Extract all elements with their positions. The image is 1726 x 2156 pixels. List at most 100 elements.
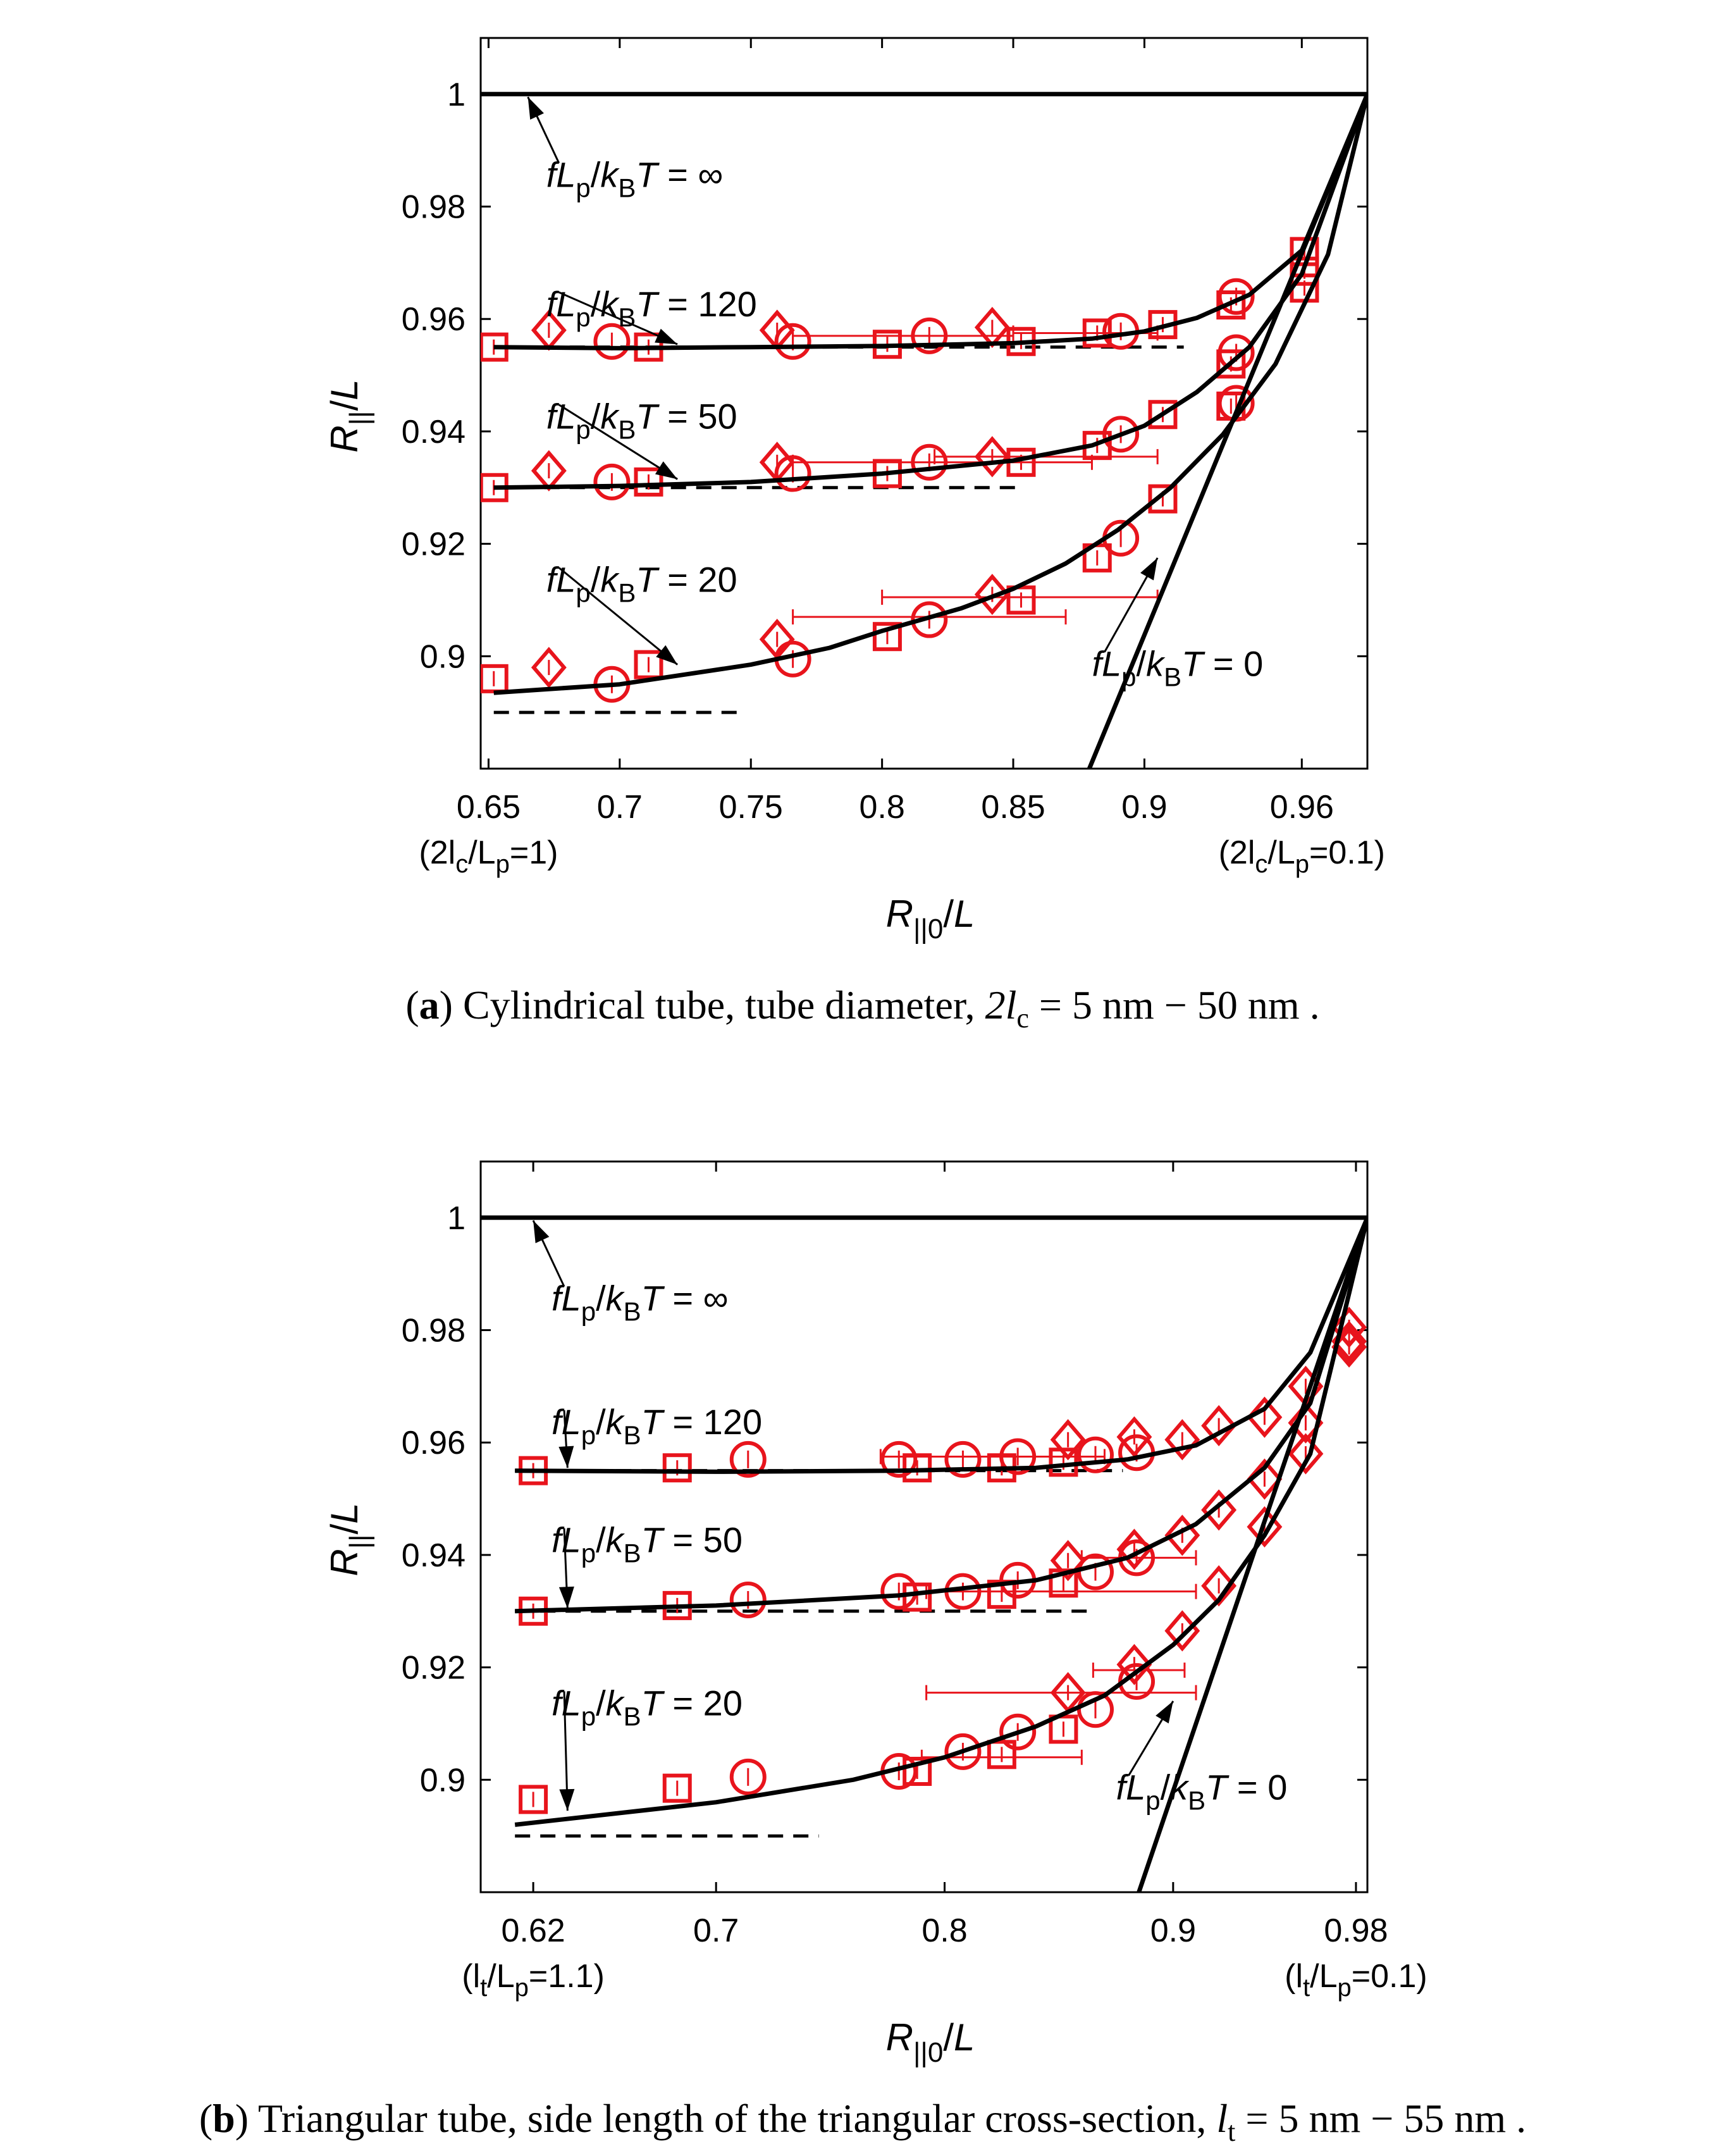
y-tick-label: 1 xyxy=(447,1200,465,1237)
diamond-marker xyxy=(1116,1644,1152,1685)
x-tick-label: 0.96 xyxy=(1270,789,1334,826)
text-span: t xyxy=(480,1974,487,2002)
circle-marker xyxy=(911,317,948,354)
x-tick-label: 0.7 xyxy=(693,1912,739,1949)
model-curve xyxy=(493,93,1367,695)
model-curve xyxy=(1137,1217,1367,1892)
text-span: R xyxy=(886,893,913,935)
curve-label: fLp/kBT = ∞ xyxy=(552,1279,729,1327)
text-span: / xyxy=(591,397,601,437)
circle-marker xyxy=(1217,334,1255,371)
curve-label: fLp/kBT = 20 xyxy=(546,559,737,607)
text-span: || xyxy=(344,411,375,425)
diamond-marker xyxy=(974,573,1010,616)
diamond-marker xyxy=(1116,1528,1152,1570)
curve-label: fLp/kBT = 120 xyxy=(552,1402,762,1450)
text-span: (l xyxy=(462,1958,480,1995)
text-span: a xyxy=(419,982,440,1027)
diamond-marker xyxy=(974,436,1010,478)
circle-marker xyxy=(999,1713,1037,1750)
text-span: = ∞ xyxy=(663,1279,729,1318)
y-tick-label: 1 xyxy=(447,77,465,113)
text-span: ( xyxy=(199,2096,213,2141)
text-span: / xyxy=(591,284,601,324)
text-span: B xyxy=(618,415,636,445)
text-span: = 50 xyxy=(663,1520,743,1560)
circle-marker xyxy=(729,1440,767,1478)
text-span: p xyxy=(1121,662,1136,692)
square-marker xyxy=(662,1773,692,1803)
text-span: /L xyxy=(468,834,495,871)
text-span: R xyxy=(886,2016,913,2059)
text-span: = 120 xyxy=(658,284,757,324)
square-marker xyxy=(987,1740,1016,1769)
curve-label: fLp/kBT = 20 xyxy=(552,1683,743,1731)
text-span: = 5 nm − 50 nm . xyxy=(1029,982,1320,1027)
square-marker xyxy=(634,467,663,497)
text-span: k xyxy=(1146,644,1166,684)
x-axis-note: (lt/Lp=0.1) xyxy=(1285,1958,1427,2002)
text-span: fL xyxy=(546,559,576,599)
text-span: 2l xyxy=(985,982,1017,1027)
text-span: k xyxy=(606,1279,626,1318)
text-span: / xyxy=(596,1279,606,1318)
text-span: p xyxy=(576,578,590,607)
text-span: fL xyxy=(552,1683,581,1723)
text-span: k xyxy=(600,559,620,599)
text-span: k xyxy=(600,284,620,324)
square-marker xyxy=(903,1582,932,1612)
text-span: k xyxy=(600,155,620,195)
annotation-arrowhead xyxy=(527,97,544,120)
text-span: c xyxy=(1255,850,1267,878)
text-span: =0.1) xyxy=(1352,1958,1427,1995)
square-marker xyxy=(1216,290,1246,320)
x-axis-label: R||0/L xyxy=(886,893,975,945)
x-axis-note: (2lc/Lp=1) xyxy=(419,834,558,878)
text-span: t xyxy=(1303,1974,1310,2002)
text-span: T xyxy=(641,1279,665,1318)
text-span: p xyxy=(581,1539,596,1568)
diamond-marker xyxy=(1116,1416,1152,1458)
annotation-arrow xyxy=(558,404,678,480)
curve-label: fLp/kBT = 0 xyxy=(1116,1768,1288,1816)
text-span: / xyxy=(596,1520,606,1560)
model-curve xyxy=(493,93,1367,350)
text-span: = 20 xyxy=(663,1683,743,1723)
x-tick-label: 0.8 xyxy=(922,1912,967,1949)
text-span: p xyxy=(576,173,590,203)
plot-frame xyxy=(479,37,1369,770)
figure-caption-a: (a) Cylindrical tube, tube diameter, 2lc… xyxy=(405,982,1319,1034)
text-span: p xyxy=(1338,1974,1352,2002)
text-span: ) Cylindrical tube, tube diameter, xyxy=(440,982,985,1027)
text-span: (l xyxy=(1285,1958,1303,1995)
x-tick-label: 0.9 xyxy=(1121,789,1167,826)
diamond-marker xyxy=(1201,1565,1237,1607)
diamond-marker xyxy=(1201,1489,1237,1531)
diamond-marker xyxy=(531,647,567,688)
text-span: ) Triangular tube, side length of the tr… xyxy=(235,2096,1217,2141)
curve-label: fLp/kBT = 0 xyxy=(1092,644,1263,692)
text-span: L xyxy=(323,379,366,400)
y-tick-label: 0.98 xyxy=(402,1313,465,1349)
diamond-marker xyxy=(1164,1419,1200,1461)
x-tick-label: 0.98 xyxy=(1324,1912,1388,1949)
text-span: fL xyxy=(552,1279,581,1318)
text-span: / xyxy=(596,1402,606,1442)
chart-panel-a: 0.9 0.92 0.94 0.96 0.98 1 0.65 0.7 0.75 0.8 0.85 0.… xyxy=(323,37,1385,945)
y-tick-label: 0.92 xyxy=(402,1650,465,1687)
text-span: T xyxy=(1181,644,1205,684)
text-span: = 20 xyxy=(658,559,737,599)
text-span: p xyxy=(581,1420,596,1450)
annotation-arrowhead xyxy=(655,328,678,345)
y-tick-label: 0.96 xyxy=(402,1425,465,1461)
text-span: T xyxy=(641,1683,665,1723)
text-span: / xyxy=(1137,644,1147,684)
y-tick-label: 0.94 xyxy=(402,1537,465,1574)
annotation-arrowhead xyxy=(1140,557,1158,581)
text-span: / xyxy=(323,1523,366,1534)
circle-marker xyxy=(1077,1436,1114,1473)
x-axis-note: (2lc/Lp=0.1) xyxy=(1219,834,1385,878)
text-span: =0.1) xyxy=(1309,834,1385,871)
annotation-arrowhead xyxy=(559,1788,575,1811)
